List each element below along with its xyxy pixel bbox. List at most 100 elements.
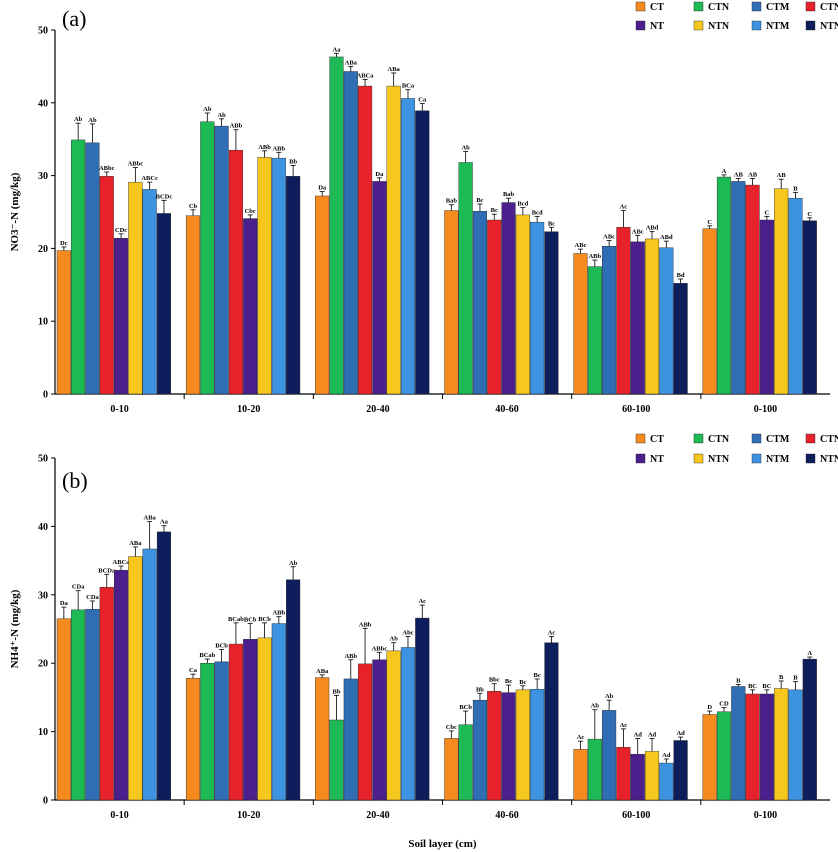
significance-label: Bcd	[517, 201, 528, 208]
y-tick-label: 50	[38, 454, 48, 465]
bar-ct-10-20	[185, 678, 201, 801]
significance-label: Ab	[289, 560, 298, 567]
bar-nt-0-100	[759, 693, 774, 801]
bar-ctm-60-100	[602, 246, 617, 395]
bar-ntm-0-10	[142, 189, 157, 395]
significance-label: Cbc	[446, 724, 457, 731]
bar-ct-10-20	[185, 215, 201, 395]
significance-label: Bc	[534, 672, 541, 679]
legend-swatch-ntm	[751, 20, 762, 31]
significance-label: D	[707, 704, 712, 711]
bar-ntnm-20-40	[415, 617, 430, 801]
significance-label: C	[765, 209, 770, 216]
bar-ctn-10-20	[200, 663, 215, 801]
significance-label: Ab	[74, 116, 83, 123]
significance-label: Ab	[461, 145, 470, 152]
significance-label: Da	[375, 171, 384, 178]
bar-ct-0-100	[702, 714, 717, 801]
legend: CT CTN CTM CTNM NT NTN NTM NTNM	[635, 433, 838, 465]
y-tick-label: 10	[38, 727, 48, 738]
bar-ntm-40-60	[530, 221, 545, 395]
legend: CT CTN CTM CTNM NT NTN NTM NTNM	[635, 1, 838, 32]
significance-label: Ab	[217, 112, 226, 119]
bar-ctnm-20-40	[358, 85, 373, 395]
legend-label-ntn: NTN	[708, 21, 730, 32]
y-tick-label: 10	[38, 317, 48, 328]
significance-label: ABa	[388, 66, 401, 73]
significance-label: ABb	[272, 610, 285, 617]
bar-ctnm-0-100	[745, 693, 760, 801]
significance-label: BC	[762, 683, 771, 690]
significance-label: Da	[60, 600, 69, 607]
panel-a-no3-chart: 0 10 20 30 40 50 NO3⁻-N (mg/kg) 0-10 10-20 20-40 4…	[9, 1, 838, 415]
bar-ctm-10-20	[214, 125, 229, 395]
significance-label: Ac	[418, 598, 426, 605]
significance-label: ABb	[588, 253, 601, 260]
bar-ntnm-0-100	[802, 658, 817, 801]
bar-ctm-40-60	[472, 211, 488, 395]
legend-label-ntm: NTM	[766, 454, 790, 465]
significance-label: Bbc	[489, 677, 500, 684]
bar-ctnm-60-100	[616, 227, 631, 395]
significance-label: Ab	[203, 106, 212, 113]
bar-ct-20-40	[315, 195, 330, 395]
bar-ct-0-10	[56, 618, 71, 801]
significance-label: BCDc	[156, 193, 173, 200]
significance-label: ABbc	[99, 165, 115, 172]
significance-label: ABd	[646, 225, 659, 232]
legend-swatch-ctn	[693, 1, 704, 12]
bar-ctn-20-40	[329, 719, 344, 801]
significance-label: Ac	[548, 630, 556, 637]
y-tick-label: 0	[43, 390, 48, 401]
legend-label-ct: CT	[650, 2, 664, 13]
bar-ntnm-60-100	[673, 283, 688, 395]
bar-ctn-10-20	[200, 121, 215, 395]
significance-label: Bc	[491, 207, 498, 214]
y-axis-label: NH4⁺-N (mg/kg)	[9, 589, 21, 668]
significance-label: ABCa	[113, 559, 131, 566]
significance-label: B	[793, 675, 798, 682]
significance-label: ABbc	[128, 161, 144, 168]
legend-swatch-ct	[635, 433, 646, 444]
bar-ntn-20-40	[386, 85, 401, 395]
bar-ntnm-40-60	[544, 642, 559, 801]
significance-label: ABa	[129, 540, 142, 547]
bar-nt-10-20	[243, 218, 258, 395]
significance-label: Bb	[333, 688, 341, 695]
significance-label: CDa	[72, 584, 85, 591]
legend-swatch-ntn	[693, 453, 704, 464]
bar-ctm-0-100	[731, 181, 746, 395]
bar-ctnm-0-10	[99, 587, 114, 801]
x-axis-label: Soil layer (cm)	[408, 838, 477, 850]
x-tick-label: 40-60	[495, 404, 518, 415]
significance-label: Bab	[503, 191, 515, 198]
significance-label: ABbc	[372, 645, 388, 652]
bar-ntn-10-20	[257, 637, 272, 801]
legend-label-ntnm: NTNM	[820, 21, 838, 32]
x-tick-label: 0-10	[110, 810, 128, 821]
x-tick-label: 60-100	[622, 404, 650, 415]
significance-label: AB	[748, 172, 758, 179]
bar-ntnm-60-100	[673, 740, 688, 801]
legend-swatch-ntm	[751, 453, 762, 464]
bar-ntnm-10-20	[286, 176, 301, 395]
bar-ct-40-60	[444, 210, 459, 395]
significance-label: BCb	[215, 643, 228, 650]
bar-ct-60-100	[573, 749, 588, 801]
significance-label: B	[736, 677, 741, 684]
panel-b-nh4-chart: 0 10 20 30 40 50 NH4⁺-N (mg/kg) 0-10 10-20 20-40 4…	[9, 433, 838, 850]
bar-ntnm-20-40	[415, 110, 430, 395]
significance-label: ABb	[359, 621, 372, 628]
bar-ntn-60-100	[644, 238, 660, 395]
significance-label: C	[807, 211, 812, 218]
significance-label: Ac	[620, 722, 628, 729]
legend-swatch-ctm	[751, 1, 762, 12]
significance-label: Ab	[591, 703, 600, 710]
bar-ntn-40-60	[515, 689, 530, 801]
bar-ntm-0-100	[788, 689, 803, 801]
bar-ntn-0-10	[128, 181, 143, 395]
x-tick-label: 40-60	[495, 810, 518, 821]
significance-label: Ab	[390, 636, 399, 643]
bar-nt-20-40	[372, 181, 387, 395]
